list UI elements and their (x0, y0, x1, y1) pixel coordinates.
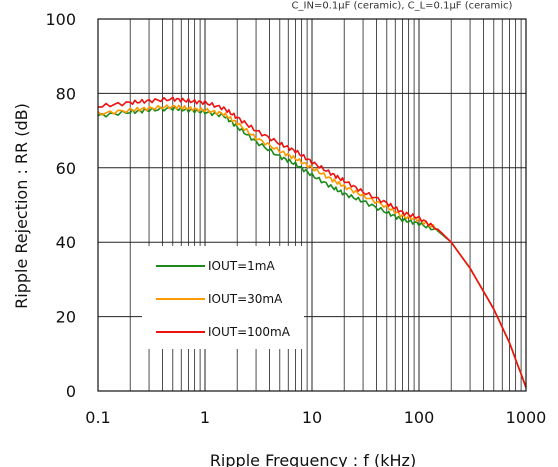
series-line (97, 96, 527, 388)
y-tick-label: 80 (56, 84, 76, 103)
legend: IOUT=1mA IOUT=30mA IOUT=100mA (142, 246, 304, 349)
x-tick-label: 1000 (506, 408, 547, 427)
legend-label: IOUT=1mA (208, 259, 275, 273)
x-tick-label: 1 (200, 408, 210, 427)
x-tick-labels: 0.1 1 10 100 1000 (85, 408, 546, 427)
y-tick-label: 0 (66, 382, 76, 401)
plot-frame (97, 18, 527, 392)
conditions-text: C_IN=0.1μF (ceramic), C_L=0.1μF (ceramic… (292, 0, 513, 11)
y-tick-label: 40 (56, 233, 76, 252)
x-axis-label: Ripple Frequency : f (kHz) (210, 451, 416, 467)
y-axis-label: Ripple Rejection : RR (dB) (12, 103, 31, 309)
legend-label: IOUT=100mA (208, 325, 291, 339)
legend-label: IOUT=30mA (208, 292, 283, 306)
x-tick-label: 10 (302, 408, 322, 427)
y-tick-label: 60 (56, 159, 76, 178)
x-tick-label: 0.1 (85, 408, 110, 427)
y-tick-label: 20 (56, 308, 76, 327)
series-layer (97, 96, 527, 388)
y-tick-label: 100 (45, 10, 76, 29)
y-tick-labels: 0 20 40 60 80 100 (45, 10, 76, 401)
x-tick-label: 100 (404, 408, 435, 427)
